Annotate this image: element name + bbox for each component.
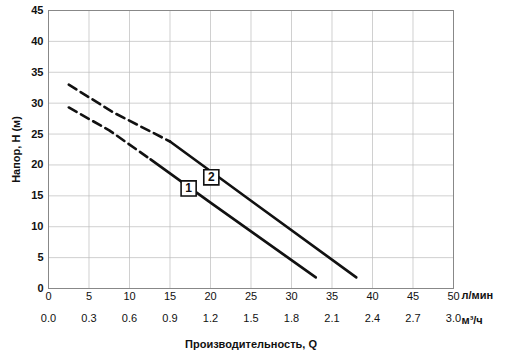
svg-text:20: 20 bbox=[31, 158, 43, 170]
svg-text:1.8: 1.8 bbox=[284, 312, 299, 324]
svg-text:45: 45 bbox=[31, 4, 43, 16]
svg-text:20: 20 bbox=[204, 290, 216, 302]
svg-text:2.7: 2.7 bbox=[405, 312, 420, 324]
svg-text:1.5: 1.5 bbox=[243, 312, 258, 324]
svg-text:15: 15 bbox=[31, 189, 43, 201]
svg-text:15: 15 bbox=[164, 290, 176, 302]
svg-text:35: 35 bbox=[326, 290, 338, 302]
svg-text:5: 5 bbox=[37, 251, 43, 263]
svg-text:50: 50 bbox=[447, 290, 459, 302]
svg-text:1: 1 bbox=[185, 181, 192, 195]
svg-text:0.3: 0.3 bbox=[81, 312, 96, 324]
svg-text:25: 25 bbox=[31, 128, 43, 140]
svg-text:л/мин: л/мин bbox=[462, 289, 494, 301]
svg-text:10: 10 bbox=[31, 220, 43, 232]
svg-text:2.1: 2.1 bbox=[324, 312, 339, 324]
svg-text:30: 30 bbox=[31, 97, 43, 109]
svg-text:40: 40 bbox=[366, 290, 378, 302]
svg-text:2.4: 2.4 bbox=[365, 312, 380, 324]
svg-text:м³/ч: м³/ч bbox=[462, 314, 483, 326]
svg-text:Производительность, Q: Производительность, Q bbox=[185, 338, 317, 350]
svg-text:2: 2 bbox=[208, 170, 215, 184]
svg-text:3.0: 3.0 bbox=[446, 312, 461, 324]
svg-text:40: 40 bbox=[31, 35, 43, 47]
svg-text:0.9: 0.9 bbox=[162, 312, 177, 324]
svg-text:0: 0 bbox=[45, 290, 51, 302]
svg-text:10: 10 bbox=[123, 290, 135, 302]
svg-text:0.6: 0.6 bbox=[122, 312, 137, 324]
svg-text:0.0: 0.0 bbox=[41, 312, 56, 324]
svg-text:45: 45 bbox=[407, 290, 419, 302]
svg-text:5: 5 bbox=[86, 290, 92, 302]
svg-text:0: 0 bbox=[37, 282, 43, 294]
svg-text:25: 25 bbox=[245, 290, 257, 302]
svg-text:30: 30 bbox=[285, 290, 297, 302]
svg-text:35: 35 bbox=[31, 66, 43, 78]
svg-text:Напор, H (м): Напор, H (м) bbox=[10, 116, 22, 183]
svg-text:1.2: 1.2 bbox=[203, 312, 218, 324]
